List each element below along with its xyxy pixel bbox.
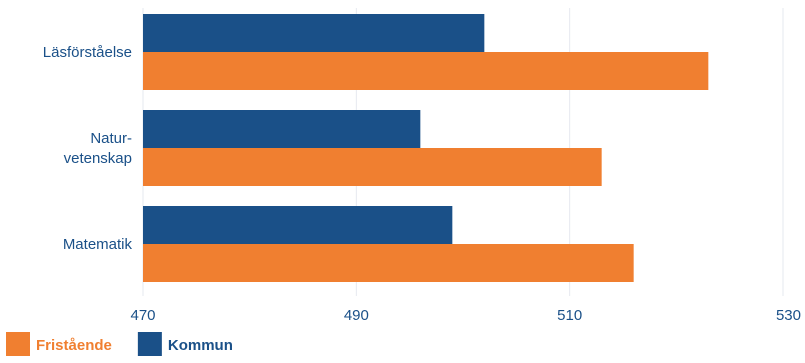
bar-fristående: [143, 244, 634, 282]
x-tick-label: 510: [557, 307, 582, 324]
category-labels: Läsförståelse Natur-vetenskap Matematik: [43, 44, 133, 253]
legend-swatch-fristående: [6, 332, 30, 356]
bar-kommun: [143, 14, 485, 52]
category-label: Läsförståelse: [43, 44, 132, 61]
x-axis-ticks: 470 490 510 530: [130, 307, 801, 324]
bar-fristående: [143, 148, 602, 186]
category-label: Matematik: [63, 236, 133, 253]
legend-swatch-kommun: [137, 332, 162, 356]
legend: Fristående Kommun: [6, 332, 233, 356]
x-tick-label: 470: [130, 307, 155, 324]
legend-label-fristående: Fristående: [36, 337, 112, 354]
bar-fristående: [143, 52, 709, 90]
legend-label-kommun: Kommun: [168, 337, 233, 354]
x-tick-label: 490: [344, 307, 369, 324]
bar-kommun: [143, 110, 421, 148]
bar-layer: [143, 14, 709, 282]
x-tick-label: 530: [776, 307, 801, 324]
category-label: Natur-vetenskap: [64, 130, 132, 167]
bar-kommun: [143, 206, 453, 244]
